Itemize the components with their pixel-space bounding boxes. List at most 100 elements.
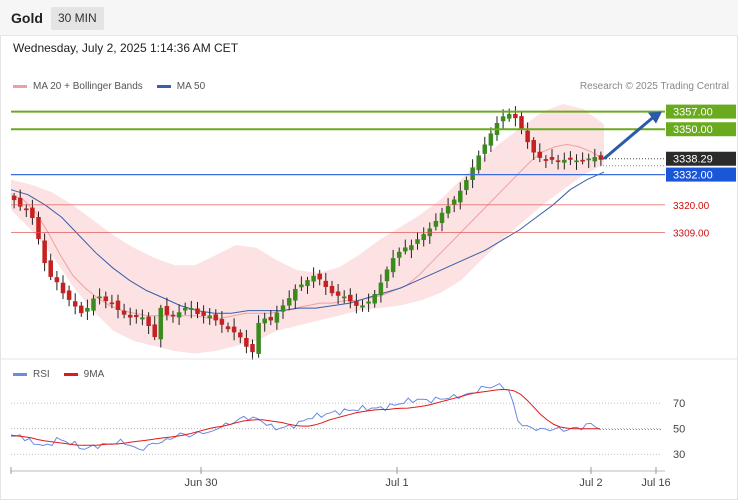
- candle-body: [250, 344, 255, 353]
- candle-body: [384, 269, 390, 282]
- candle-body: [506, 114, 512, 119]
- candle-body: [72, 301, 78, 307]
- candle-body: [207, 315, 212, 319]
- candle-body: [244, 338, 249, 347]
- credit-label: Research © 2025 Trading Central: [579, 81, 729, 92]
- candle-body: [91, 298, 96, 311]
- candle-body: [555, 160, 561, 163]
- candle-body: [225, 326, 231, 330]
- last-price-label: 3338.29: [673, 154, 713, 166]
- candle-body: [305, 280, 310, 287]
- symbol-title: Gold: [11, 10, 43, 26]
- candle-body: [36, 216, 41, 240]
- candle-body: [85, 307, 90, 312]
- candle-body: [152, 324, 157, 338]
- candle-body: [164, 306, 170, 316]
- candle-body: [134, 314, 139, 318]
- candle-body: [146, 316, 151, 326]
- candle-body: [176, 312, 182, 318]
- candle-body: [24, 208, 29, 211]
- ma20-swatch: [13, 85, 27, 88]
- candle-body: [445, 206, 451, 214]
- ma20-line: [10, 143, 605, 319]
- candle-body: [531, 140, 536, 153]
- candle-body: [311, 275, 316, 282]
- candle-body: [42, 240, 47, 264]
- candle-body: [476, 155, 481, 170]
- candle-body: [54, 277, 60, 283]
- candle-body: [458, 190, 463, 203]
- candle-body: [421, 234, 426, 241]
- candle-body: [433, 220, 439, 227]
- x-tick-label: Jul 1: [385, 477, 408, 489]
- candle-body: [354, 300, 359, 306]
- candle-body: [158, 307, 164, 340]
- resistance-badge: [666, 104, 736, 119]
- header-bar: Gold 30 MIN: [0, 0, 738, 36]
- resistance-badge: [666, 122, 736, 137]
- candle-body: [451, 199, 457, 205]
- candle-body: [79, 305, 84, 314]
- ma50-legend-label: MA 50: [176, 81, 206, 92]
- rsi-swatch: [13, 373, 27, 376]
- ma20-legend-label: MA 20 + Bollinger Bands: [33, 81, 143, 92]
- candle-body: [286, 298, 292, 306]
- rsi-ma-swatch: [63, 373, 78, 376]
- candle-body: [97, 296, 102, 299]
- candle-body: [103, 296, 109, 302]
- candle-body: [109, 302, 115, 305]
- rsi-ytick: 50: [673, 424, 685, 436]
- candle-body: [598, 155, 604, 160]
- candle-body: [470, 167, 475, 180]
- timeframe-button[interactable]: 30 MIN: [51, 7, 104, 30]
- candle-body: [586, 158, 591, 161]
- resistance-label: 3350.00: [673, 124, 713, 136]
- candle-body: [396, 251, 402, 258]
- candle-body: [280, 305, 286, 312]
- candle-body: [537, 151, 543, 158]
- candle-body: [348, 294, 353, 302]
- rsi-ytick: 30: [673, 449, 685, 461]
- pivot-label: 3332.00: [673, 170, 713, 182]
- candle-body: [219, 319, 225, 325]
- rsi-line: [10, 382, 601, 451]
- candle-body: [360, 305, 365, 308]
- candle-body: [568, 157, 573, 160]
- price-legend: MA 20 + Bollinger Bands MA 50: [13, 81, 219, 92]
- candle-body: [409, 245, 414, 251]
- candle-body: [592, 157, 598, 162]
- x-tick-label: Jun 30: [184, 477, 217, 489]
- candle-body: [415, 239, 420, 244]
- bollinger-band: [11, 104, 604, 354]
- candle-body: [195, 308, 200, 315]
- candle-body: [366, 301, 371, 304]
- candle-body: [189, 308, 194, 310]
- candle-body: [213, 314, 219, 321]
- candle-body: [335, 291, 341, 296]
- candle-body: [378, 282, 384, 296]
- candle-body: [30, 207, 35, 218]
- forecast-arrow-shaft: [603, 115, 655, 160]
- candle-body: [256, 322, 261, 354]
- candle-body: [372, 294, 377, 304]
- candle-body: [341, 296, 347, 299]
- candle-body: [293, 288, 298, 301]
- candle-body: [262, 318, 267, 324]
- x-tick-label: Jul 16: [641, 477, 670, 489]
- rsi-ma-line: [10, 388, 600, 446]
- ma50-line: [10, 171, 605, 314]
- candle-body: [11, 195, 17, 201]
- x-tick-label: Jul 2: [579, 477, 602, 489]
- datetime-label: Wednesday, July 2, 2025 1:14:36 AM CET: [13, 41, 239, 55]
- candle-body: [66, 290, 72, 300]
- rsi-ma-legend-label: 9MA: [83, 369, 105, 380]
- candle-body: [574, 160, 579, 163]
- candle-body: [513, 113, 518, 119]
- support-label: 3320.00: [673, 201, 710, 212]
- candle-body: [525, 130, 530, 143]
- candle-body: [17, 197, 23, 207]
- rsi-legend: RSI 9MA: [13, 369, 118, 380]
- candle-body: [299, 284, 304, 288]
- candle-body: [238, 332, 243, 338]
